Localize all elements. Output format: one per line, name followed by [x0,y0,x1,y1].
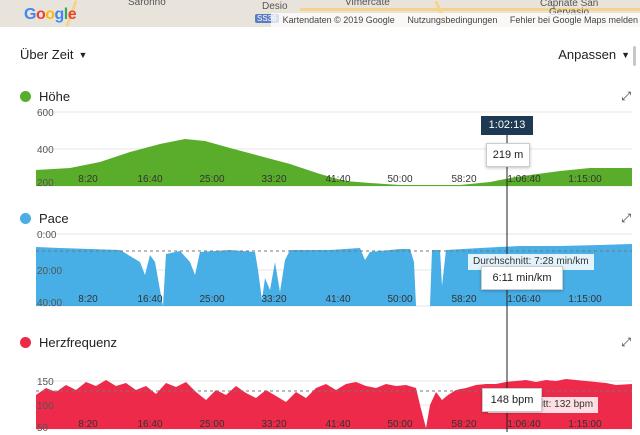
x-axis-labels: 8:20 16:40 25:00 33:20 41:40 50:00 58:20… [78,294,602,305]
expand-icon[interactable]: ⤢ [621,335,631,349]
y-tick-label: 40:00 [37,298,62,309]
y-tick-label: 200 [37,178,54,189]
heart-rate-title-text: Herzfrequenz [39,335,118,350]
time-axis-dropdown[interactable]: Über Zeit ▼ [20,47,87,62]
road-shield: SS36 [255,14,279,23]
expand-icon[interactable]: ⤢ [621,211,631,225]
map-place-label: Saronno [128,0,166,8]
x-tick-label: 16:40 [137,294,162,305]
pace-tooltip: 6:11 min/km [481,266,563,290]
x-tick-label: 50:00 [387,174,412,185]
chevron-down-icon: ▼ [621,49,630,60]
x-tick-label: 16:40 [137,174,162,185]
x-tick-label: 25:00 [199,294,224,305]
x-tick-label: 8:20 [78,174,98,185]
x-tick-label: 16:40 [137,419,162,430]
elevation-area [36,139,632,186]
elevation-title: Höhe [20,89,70,104]
x-axis-labels: 8:20 16:40 25:00 33:20 41:40 50:00 58:20… [78,174,602,185]
x-tick-label: 33:20 [261,419,286,430]
cursor-time-label: 1:02:13 [481,116,533,135]
x-tick-label: 1:15:00 [568,294,602,305]
x-tick-label: 1:06:40 [507,419,541,430]
y-tick-label: 50 [37,423,49,434]
adjust-label: Anpassen [558,47,617,62]
x-tick-label: 58:20 [451,419,476,430]
report-error-link[interactable]: Fehler bei Google Maps melden [509,15,638,25]
x-tick-label: 58:20 [451,174,476,185]
heart-rate-legend-dot [20,337,31,348]
x-tick-label: 8:20 [78,419,98,430]
x-tick-label: 1:06:40 [507,294,541,305]
x-tick-label: 33:20 [261,294,286,305]
heart-rate-title: Herzfrequenz [20,335,117,350]
x-tick-label: 25:00 [199,174,224,185]
map-data-credit: Kartendaten © 2019 Google [282,15,395,25]
y-tick-label: 600 [37,108,54,119]
x-tick-label: 8:20 [78,294,98,305]
terms-link[interactable]: Nutzungsbedingungen [407,15,498,25]
elevation-title-text: Höhe [39,89,71,104]
x-tick-label: 50:00 [387,419,412,430]
elevation-legend-dot [20,91,31,102]
pace-title-text: Pace [39,211,69,226]
adjust-dropdown[interactable]: Anpassen ▼ [558,47,630,62]
y-tick-label: 100 [37,401,54,412]
pace-legend-dot [20,213,31,224]
x-tick-label: 58:20 [451,294,476,305]
map-strip[interactable]: Saronno Desio Vimercate Capriate San Ger… [0,0,640,27]
x-tick-label: 1:06:40 [507,174,541,185]
x-tick-label: 50:00 [387,294,412,305]
time-axis-label: Über Zeit [20,47,74,62]
x-tick-label: 41:40 [325,294,350,305]
y-tick-label: 20:00 [37,266,62,277]
map-place-label: Gervasio [549,7,589,18]
elevation-chart: 600 400 200 8:20 16:40 25:00 33:20 41:40… [36,108,632,189]
x-tick-label: 1:15:00 [568,174,602,185]
x-tick-label: 41:40 [325,419,350,430]
x-axis-labels: 8:20 16:40 25:00 33:20 41:40 50:00 58:20… [78,419,602,430]
expand-icon[interactable]: ⤢ [621,89,631,103]
y-tick-label: 0:00 [37,230,57,241]
y-tick-label: 150 [37,377,54,388]
y-tick-label: 400 [37,145,54,156]
x-tick-label: 33:20 [261,174,286,185]
map-road [300,8,640,11]
map-place-label: Desio [262,1,288,12]
x-tick-label: 1:15:00 [568,419,602,430]
scrollbar[interactable] [633,46,636,66]
heart-rate-tooltip: 148 bpm [482,388,542,412]
map-place-label: Vimercate [345,0,390,8]
x-tick-label: 41:40 [325,174,350,185]
google-logo: Google [24,6,77,23]
chevron-down-icon: ▼ [78,49,88,60]
x-tick-label: 25:00 [199,419,224,430]
map-place-label: Capriate San [540,0,599,9]
pace-title: Pace [20,211,69,226]
map-attribution: Kartendaten © 2019 Google Nutzungsbeding… [270,13,640,27]
elevation-tooltip: 219 m [486,143,530,167]
